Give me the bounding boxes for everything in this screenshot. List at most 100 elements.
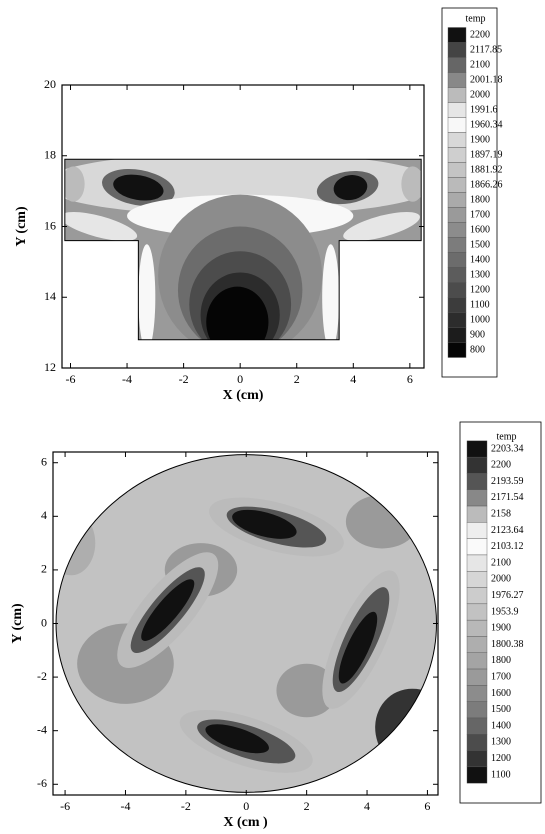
legend-swatch	[447, 267, 467, 283]
contour-region	[56, 510, 96, 576]
contour-field	[64, 159, 422, 340]
contour-region	[401, 166, 422, 202]
x-axis-label: X (cm )	[223, 815, 268, 830]
legend-label: 1100	[491, 769, 511, 780]
x-tick-label: -2	[179, 372, 189, 386]
legend-swatch	[447, 102, 467, 118]
contour-region	[206, 286, 269, 340]
legend-swatch	[447, 342, 467, 358]
x-tick-label: 0	[237, 372, 243, 386]
legend-swatch	[466, 603, 488, 621]
x-tick-label: 2	[304, 799, 310, 813]
y-tick-label: 18	[44, 148, 56, 162]
y-tick-label: 12	[44, 360, 56, 374]
legend-swatch	[466, 505, 488, 523]
legend-swatch	[447, 117, 467, 133]
contour-region	[345, 494, 419, 549]
legend-title: temp	[497, 431, 517, 442]
legend-swatch	[466, 554, 488, 572]
legend-label: 1300	[491, 737, 511, 748]
y-tick-label: -6	[37, 776, 47, 790]
legend-swatch	[466, 668, 488, 686]
x-tick-label: -6	[60, 799, 70, 813]
legend-swatch	[447, 327, 467, 343]
x-tick-label: 0	[243, 799, 249, 813]
legend-swatch	[466, 473, 488, 490]
y-tick-label: 20	[44, 77, 56, 91]
x-tick-label: -4	[120, 799, 130, 813]
legend-label: 1960.34	[470, 119, 503, 130]
legend-swatch	[466, 619, 488, 637]
legend-label: 1897.19	[470, 149, 503, 160]
legend-swatch	[447, 132, 467, 148]
contour-region	[232, 509, 297, 539]
legend-label: 1800	[491, 655, 511, 666]
contour-region	[205, 724, 269, 754]
legend-swatch	[466, 489, 488, 507]
legend-label: 1900	[470, 134, 490, 145]
y-axis-label: Y (cm)	[10, 603, 25, 644]
contour-region	[64, 166, 85, 202]
legend-swatch	[466, 636, 488, 653]
legend-label: 1100	[470, 299, 490, 310]
x-tick-label: -4	[122, 372, 132, 386]
legend-swatch	[466, 734, 488, 751]
legend-label: 2171.54	[491, 492, 524, 503]
legend-label: 1200	[470, 284, 490, 295]
contour-region	[113, 174, 164, 201]
legend-label: 1976.27	[491, 590, 524, 601]
legend-label: 2203.34	[491, 443, 524, 454]
legend-label: 2123.64	[491, 525, 524, 536]
legend-label: 1953.9	[491, 606, 519, 617]
legend-label: 1600	[491, 688, 511, 699]
legend-swatch	[447, 282, 467, 298]
legend-swatch	[466, 522, 488, 539]
legend-swatch	[447, 252, 467, 268]
legend-label: 1700	[470, 209, 490, 220]
legend-swatch	[447, 222, 467, 238]
legend-swatch	[447, 87, 467, 103]
legend-label: 1200	[491, 753, 511, 764]
legend-label: 1500	[470, 239, 490, 250]
legend-swatch	[466, 456, 488, 474]
legend-swatch	[447, 312, 467, 328]
y-axis-label: Y (cm)	[14, 206, 29, 247]
contour-region	[141, 579, 195, 641]
legend-swatch	[447, 177, 467, 193]
y-tick-label: 2	[41, 562, 47, 576]
legend-swatch	[466, 571, 488, 588]
y-tick-label: 6	[41, 454, 47, 468]
legend-label: 2000	[470, 89, 490, 100]
legend-label: 1866.26	[470, 179, 503, 190]
legend-label: 1300	[470, 269, 490, 280]
legend-swatch	[447, 57, 467, 73]
legend-swatch	[466, 652, 488, 670]
legend-label: 1400	[470, 254, 490, 265]
legend-label: 1800.38	[491, 639, 524, 650]
x-tick-label: -6	[65, 372, 75, 386]
legend-swatch	[466, 440, 488, 458]
y-tick-label: -4	[37, 722, 47, 736]
legend-label: 2193.59	[491, 476, 524, 487]
contour-region	[64, 212, 138, 241]
y-tick-label: 16	[44, 218, 56, 232]
x-tick-label: 4	[364, 799, 370, 813]
legend-label: 1500	[491, 704, 511, 715]
legend-swatch	[466, 587, 488, 605]
legend-label: 2103.12	[491, 541, 524, 552]
legend-label: 1400	[491, 720, 511, 731]
y-tick-label: 0	[41, 615, 47, 629]
legend-swatch	[466, 685, 488, 702]
contour-region	[322, 244, 340, 340]
legend-swatch	[447, 207, 467, 223]
legend-swatch	[447, 147, 467, 163]
legend-label: 1881.92	[470, 164, 503, 175]
legend-label: 2100	[491, 557, 511, 568]
legend-label: 2100	[470, 59, 490, 70]
legend-swatch	[466, 538, 488, 556]
legend-label: 2200	[491, 460, 511, 471]
legend-swatch	[466, 750, 488, 768]
legend-swatch	[447, 297, 467, 313]
legend-label: 2000	[491, 574, 511, 585]
